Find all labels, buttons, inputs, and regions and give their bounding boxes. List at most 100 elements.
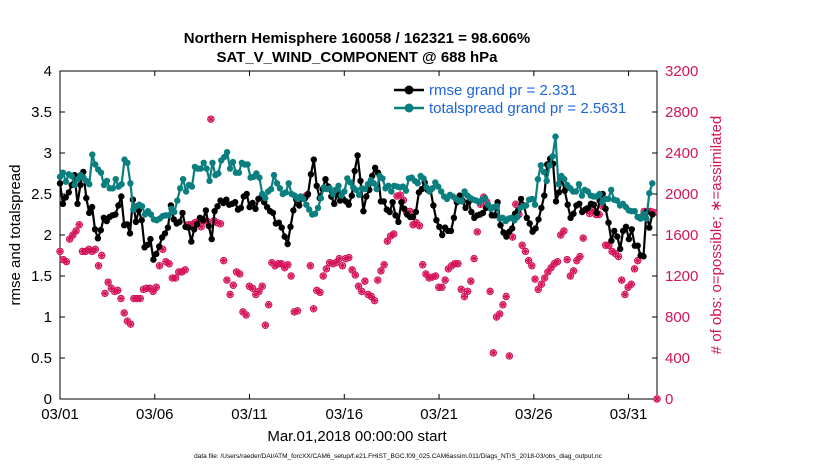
rmse-point: [590, 201, 598, 208]
totalspread-point: [373, 185, 380, 193]
totalspread-point: [59, 169, 67, 176]
obs-assimilated-marker: [98, 251, 106, 260]
obs-assimilated-marker: [473, 228, 481, 236]
totalspread-point: [608, 186, 615, 194]
rmse-point: [561, 187, 568, 194]
rmse-point: [570, 210, 577, 217]
totalspread-point: [370, 180, 377, 187]
rmse-point: [541, 192, 548, 199]
rmse-point: [269, 209, 277, 217]
obs-assimilated-marker: [579, 234, 587, 242]
totalspread-point: [352, 186, 360, 194]
y-tick-right-label: 1200: [665, 268, 698, 285]
obs-assimilated-marker: [374, 276, 382, 284]
obs-assimilated-marker: [229, 281, 237, 289]
obs-assimilated-marker: [460, 292, 469, 301]
rmse-point: [497, 222, 504, 229]
obs-assimilated-marker: [566, 272, 574, 280]
totalspread-point: [62, 178, 70, 185]
rmse-point: [625, 235, 633, 243]
obs-assimilated-marker: [75, 221, 83, 229]
obs-assimilated-marker: [127, 320, 135, 328]
x-tick-label: 03/11: [231, 406, 267, 423]
obs-assimilated-marker: [614, 252, 623, 261]
totalspread-point: [481, 194, 489, 202]
x-tick-label: 03/26: [515, 406, 553, 423]
y-tick-right-label: 2400: [665, 145, 698, 162]
totalspread-point: [640, 210, 647, 217]
obs-assimilated-marker: [268, 259, 276, 267]
rmse-point: [351, 167, 358, 175]
totalspread-point: [402, 187, 410, 194]
rmse-point: [74, 200, 81, 207]
obs-assimilated-marker: [377, 267, 385, 275]
totalspread-point: [244, 161, 251, 168]
totalspread-point: [127, 180, 134, 187]
y-tick-left-label: 3: [44, 145, 52, 162]
totalspread-point: [596, 190, 603, 198]
totalspread-point: [549, 153, 556, 160]
totalspread-point: [109, 185, 117, 192]
totalspread-point: [552, 133, 559, 140]
legend-box: [387, 78, 649, 122]
title-group: Northern Hemisphere 160058 / 162321 = 98…: [184, 30, 530, 66]
y-tick-left-label: 3.5: [31, 104, 52, 121]
rmse-point: [83, 194, 90, 202]
rmse-point: [509, 225, 516, 232]
legend-rmse-label: rmse grand pr = 2.331: [429, 82, 577, 99]
totalspread-point: [646, 190, 653, 197]
totalspread-point: [388, 188, 395, 195]
totalspread-point: [86, 181, 93, 188]
obs-assimilated-marker: [454, 260, 462, 268]
obs-assimilated-marker: [630, 265, 639, 273]
obs-assimilated-marker: [335, 254, 343, 263]
rmse-point: [628, 226, 635, 233]
rmse-point: [602, 205, 609, 212]
rmse-point: [552, 198, 560, 205]
rmse-point: [214, 203, 221, 210]
totalspread-point: [147, 211, 155, 218]
chart-title-line1: Northern Hemisphere 160058 / 162321 = 98…: [184, 30, 530, 47]
totalspread-point: [89, 151, 96, 158]
totalspread-point: [537, 162, 544, 169]
obs-assimilated-marker: [120, 309, 128, 317]
rmse-point: [389, 199, 396, 206]
obs-assimilated-marker: [236, 270, 244, 278]
y-tick-left-label: 1.5: [31, 268, 52, 285]
obs-assimilated-marker: [255, 287, 263, 295]
y-tick-left-label: 2.5: [31, 186, 52, 203]
obs-assimilated-marker: [544, 268, 552, 276]
obs-assimilated-marker: [621, 290, 629, 299]
rmse-point: [164, 224, 172, 231]
obs-assimilated-marker: [338, 262, 347, 270]
obs-assimilated-marker: [62, 258, 71, 266]
totalspread-point: [306, 206, 313, 213]
rmse-point: [112, 211, 119, 218]
totalspread-point: [543, 177, 550, 185]
obs-assimilated-marker: [470, 254, 478, 263]
obs-assimilated-marker: [152, 283, 160, 291]
obs-assimilated-marker: [370, 297, 379, 305]
rmse-point: [398, 199, 405, 206]
totalspread-point: [631, 208, 638, 215]
obs-assimilated-marker: [534, 285, 542, 293]
rmse-point: [249, 199, 256, 207]
y-tick-left-label: 0.5: [31, 350, 52, 367]
rmse-point: [132, 218, 140, 226]
obs-assimilated-marker: [155, 262, 164, 270]
rmse-point: [564, 201, 571, 208]
footer-data-file: data file: /Users/raeder/DAI/ATM_forcXX/…: [194, 453, 603, 460]
rmse-point: [447, 227, 455, 235]
rmse-point: [176, 218, 183, 226]
rmse-point: [161, 230, 169, 237]
obs-assimilated-marker: [464, 287, 472, 295]
totalspread-point: [68, 172, 75, 180]
y-tick-right-label: 800: [665, 309, 690, 326]
rmse-point: [605, 219, 612, 226]
obs-assimilated-marker: [248, 284, 257, 292]
obs-assimilated-marker: [457, 285, 465, 293]
totalspread-point: [256, 174, 263, 181]
rmse-point: [59, 200, 67, 207]
rmse-point: [617, 245, 624, 253]
obs-assimilated-marker: [512, 200, 520, 208]
